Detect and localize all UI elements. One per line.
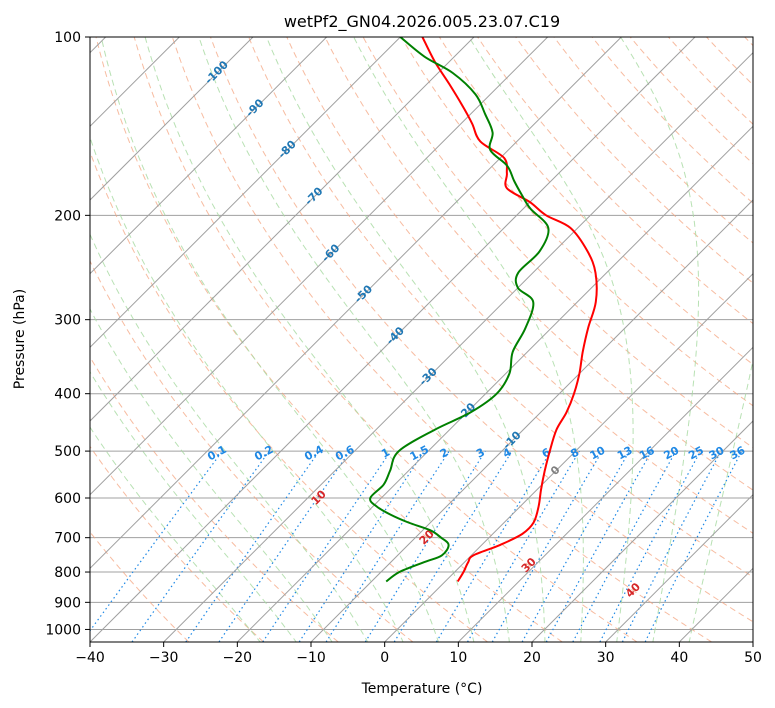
y-tick-label: 300	[54, 313, 81, 329]
isotherm-line	[90, 37, 328, 275]
mixing-ratio-line	[262, 450, 392, 642]
y-axis-label: Pressure (hPa)	[12, 289, 28, 389]
isotherm-line	[90, 37, 254, 201]
y-tick-label: 1000	[45, 622, 81, 638]
x-tick-label: −10	[296, 650, 326, 666]
x-tick-label: −30	[149, 650, 179, 666]
mixing-ratio-label: 20	[662, 444, 682, 463]
moist-adiabat-line	[468, 37, 634, 642]
mixing-ratio-label: 36	[728, 444, 748, 463]
dry-adiabat-line	[171, 37, 712, 642]
x-tick-label: 20	[523, 650, 541, 666]
isotherm-line	[90, 37, 696, 642]
x-tick-label: −40	[75, 650, 105, 666]
sounding-series	[369, 37, 598, 583]
dry-adiabat-line	[210, 37, 753, 623]
mixing-ratio-line	[325, 450, 450, 642]
isotherm-line	[457, 346, 753, 642]
y-tick-label: 800	[54, 565, 81, 581]
moist-adiabat-line	[100, 37, 440, 642]
mixing-ratio-label: 10	[588, 444, 608, 463]
mixing-ratio-line	[185, 450, 320, 642]
mixing-ratio-line	[298, 450, 425, 642]
mixing-ratio-line	[466, 450, 580, 642]
dry-adiabat-line	[95, 37, 563, 642]
isotherm-line	[90, 37, 475, 422]
dry-adiabat-line	[248, 37, 753, 578]
moist-adiabat-line	[266, 37, 546, 642]
x-tick-label: −20	[223, 650, 253, 666]
moist-adiabat-line	[90, 308, 333, 642]
moist-adiabat-line	[198, 37, 510, 642]
moist-adiabat-line	[688, 358, 753, 642]
isotherm-line	[90, 37, 401, 349]
moist-adiabat-line	[90, 426, 261, 642]
temperature-profile	[421, 37, 598, 583]
mixing-ratio-label: 13	[615, 444, 635, 463]
moist-adiabat-line	[90, 233, 369, 642]
isotherm-line	[384, 272, 753, 642]
isotherm-line	[163, 51, 753, 642]
moist-adiabat-line	[620, 37, 700, 642]
isotherms	[90, 37, 753, 642]
mixing-ratio-line	[435, 450, 552, 642]
mixing-ratio-line	[364, 450, 486, 642]
dry-adiabat-line	[515, 37, 753, 284]
x-axis-label: Temperature (°C)	[361, 681, 483, 697]
moist-adiabat-line	[144, 37, 475, 642]
y-tick-label: 400	[54, 387, 81, 403]
dry-adiabat-line	[324, 37, 753, 491]
mixing-ratio-label: 16	[637, 444, 657, 463]
moist-adiabat-line	[353, 37, 584, 642]
x-tick-label: 50	[744, 650, 762, 666]
mixing-ratio-line	[218, 450, 351, 642]
isotherm-line	[605, 493, 753, 642]
dry-adiabat-line	[90, 259, 414, 642]
isotherm-line	[310, 199, 753, 642]
x-tick-label: 40	[670, 650, 688, 666]
axes: −40 −30 −20 −10 0 10 20 30 40 50 100 200 300 400 500 60…	[45, 30, 762, 666]
moist-adiabat-line	[90, 135, 404, 642]
chart-title: wetPf2_GN04.2026.005.23.07.C19	[284, 12, 560, 32]
y-tick-label: 600	[54, 491, 81, 507]
dry-adiabat-line	[90, 445, 264, 642]
moist-adiabats	[90, 37, 753, 642]
pressure-gridlines	[90, 37, 753, 630]
mixing-ratio-label: 30	[707, 444, 727, 463]
isotherm-line	[531, 420, 753, 642]
x-tick-label: 10	[449, 650, 467, 666]
y-tick-label: 900	[54, 595, 81, 611]
moist-adiabat-line	[90, 370, 297, 642]
y-tick-label: 500	[54, 444, 81, 460]
mixing-ratio-lines	[90, 450, 743, 642]
x-tick-label: 0	[380, 650, 389, 666]
mixing-ratio-line	[599, 450, 702, 642]
isotherm-line	[90, 37, 549, 496]
x-tick-label: 30	[597, 650, 615, 666]
y-tick-label: 100	[54, 30, 81, 46]
isotherm-line	[236, 125, 753, 642]
mixing-ratio-label: 25	[686, 444, 706, 463]
mixing-ratio-line	[572, 450, 677, 642]
dewpoint-profile	[369, 37, 550, 583]
isotherm-line	[90, 37, 622, 570]
dry-adiabat-line	[133, 37, 638, 642]
plot-frame	[89, 36, 754, 643]
y-tick-label: 200	[54, 208, 81, 224]
dry-adiabat-line	[286, 37, 753, 534]
y-tick-label: 700	[54, 531, 81, 547]
